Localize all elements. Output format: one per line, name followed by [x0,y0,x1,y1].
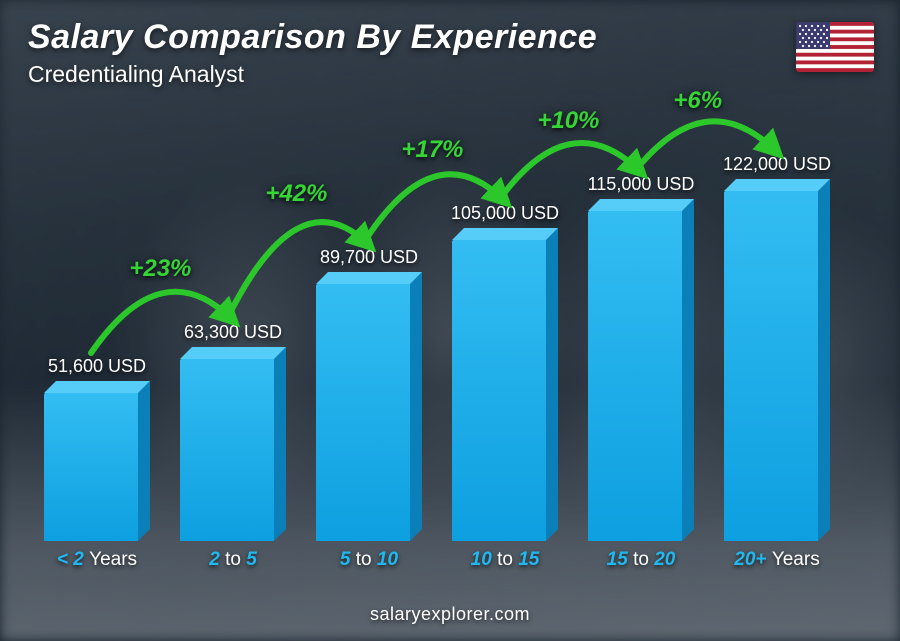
infographic-stage: Salary Comparison By Experience Credenti… [0,0,900,641]
increase-pct-label: +17% [401,136,463,164]
flag-icon [796,22,874,72]
increase-pct-label: +23% [129,255,191,283]
footer-credit: salaryexplorer.com [0,604,900,625]
salary-bar-chart: 51,600 USD< 2 Years63,300 USD2 to 589,70… [34,87,854,567]
page-title: Salary Comparison By Experience [28,18,597,57]
flag-usa [796,22,874,72]
page-subtitle: Credentialing Analyst [28,61,597,88]
increase-pct-label: +42% [265,180,327,208]
title-block: Salary Comparison By Experience Credenti… [28,18,597,88]
increase-pct-label: +10% [537,107,599,135]
increase-pct-label: +6% [673,87,722,115]
